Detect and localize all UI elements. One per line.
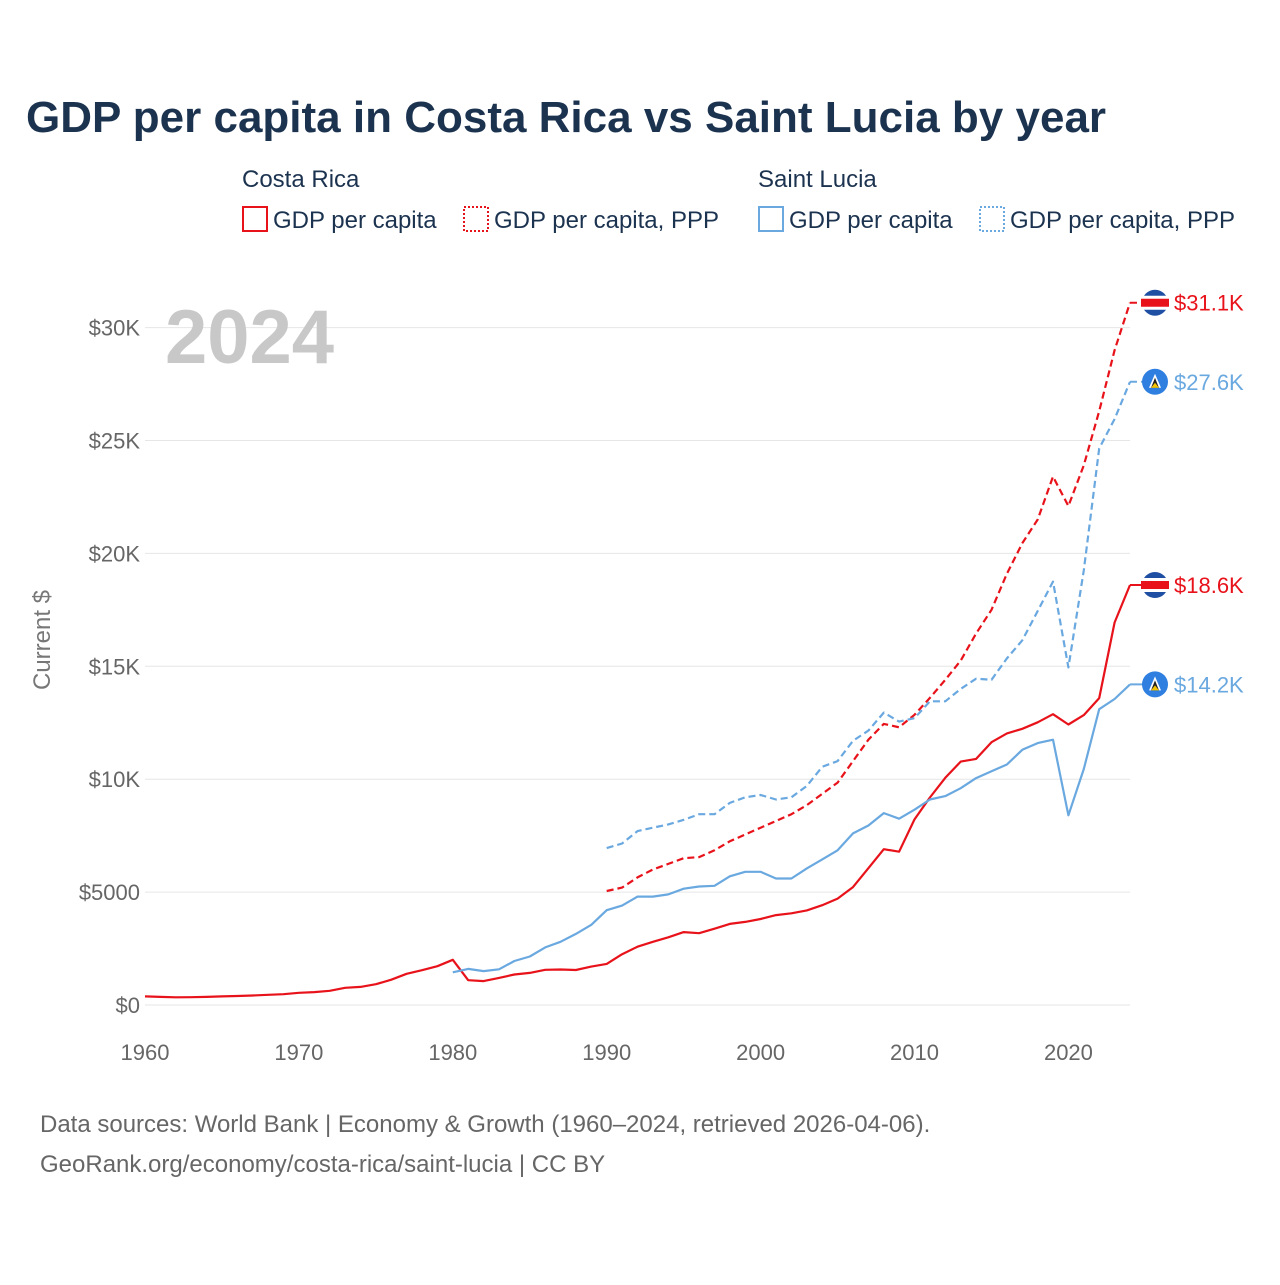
costa-rica-flag-icon (1141, 289, 1169, 316)
grid-lines (145, 327, 1130, 1006)
end-value-label-saint-lucia-gdp: $14.2K (1174, 672, 1244, 697)
saint-lucia-flag-icon (1142, 368, 1168, 395)
y-tick-label: $10K (89, 767, 141, 792)
series-line-costa-rica-ppp (606, 302, 1132, 893)
y-tick-label: $30K (89, 316, 141, 341)
legend-label-cr-gdp: GDP per capita (273, 207, 437, 234)
legend-group-costa-rica: Costa Rica (242, 166, 360, 193)
x-tick-label: 1990 (582, 1040, 631, 1065)
end-value-label-costa-rica-gdp: $18.6K (1174, 573, 1244, 598)
legend-swatch-cr-ppp (463, 206, 489, 232)
flag-yellow-triangle (1151, 685, 1159, 691)
series-line-costa-rica-gdp (144, 584, 1132, 999)
x-tick-label: 2010 (890, 1040, 939, 1065)
legend-swatch-cr-gdp (242, 206, 268, 232)
series-lines (144, 302, 1132, 999)
x-tick-label: 1960 (121, 1040, 170, 1065)
y-tick-label: $25K (89, 428, 141, 453)
x-tick-label: 2020 (1044, 1040, 1093, 1065)
flag-yellow-triangle (1151, 382, 1159, 388)
source-line-2: GeoRank.org/economy/costa-rica/saint-luc… (40, 1151, 605, 1178)
flag-red-band (1141, 581, 1169, 589)
x-tick-label: 1980 (428, 1040, 477, 1065)
flag-red-band (1141, 298, 1169, 307)
legend-label-cr-ppp: GDP per capita, PPP (494, 207, 719, 234)
source-line-1: Data sources: World Bank | Economy & Gro… (40, 1111, 930, 1138)
legend-label-sl-gdp: GDP per capita (789, 207, 953, 234)
end-value-label-saint-lucia-ppp: $27.6K (1174, 370, 1244, 395)
legend-group-saint-lucia: Saint Lucia (758, 166, 877, 193)
series-line-saint-lucia-ppp (606, 381, 1132, 850)
legend-swatch-sl-ppp (979, 206, 1005, 232)
y-tick-label: $5000 (79, 880, 140, 905)
y-tick-label: $15K (89, 654, 141, 679)
y-axis-label: Current $ (29, 590, 56, 690)
x-tick-label: 2000 (736, 1040, 785, 1065)
saint-lucia-flag-icon (1142, 671, 1168, 698)
end-value-label-costa-rica-ppp: $31.1K (1174, 291, 1244, 316)
x-axis-ticks: 1960 1970 1980 1990 2000 2010 2020 (121, 1040, 1093, 1065)
y-tick-label: $0 (116, 993, 140, 1018)
legend-swatch-sl-gdp (758, 206, 784, 232)
year-watermark: 2024 (165, 295, 334, 380)
end-markers: $18.6K $31.1K $14.2K $27.6K (1130, 289, 1244, 698)
legend-label-sl-ppp: GDP per capita, PPP (1010, 207, 1235, 234)
y-tick-label: $20K (89, 541, 141, 566)
legend: Costa Rica Saint Lucia GDP per capita GD… (242, 166, 1235, 234)
series-line-saint-lucia-gdp (452, 683, 1131, 974)
x-tick-label: 1970 (274, 1040, 323, 1065)
y-axis-ticks: $0 $5000 $10K $15K $20K $25K $30K (79, 316, 141, 1018)
costa-rica-flag-icon (1141, 572, 1169, 598)
chart-title: GDP per capita in Costa Rica vs Saint Lu… (26, 93, 1106, 142)
